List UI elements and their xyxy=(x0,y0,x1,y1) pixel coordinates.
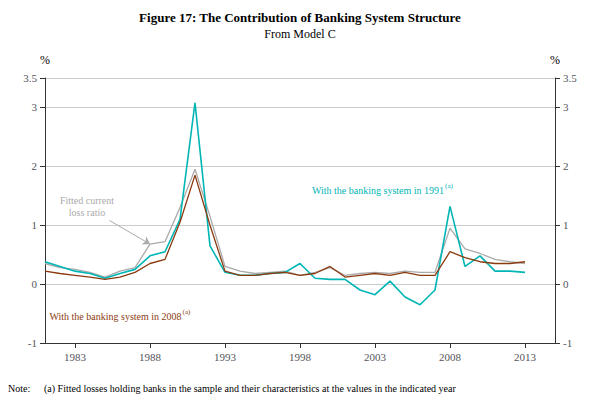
svg-text:(a): (a) xyxy=(183,308,191,316)
svg-text:3: 3 xyxy=(32,101,38,113)
svg-text:-1: -1 xyxy=(28,337,37,349)
svg-text:1998: 1998 xyxy=(289,351,312,363)
svg-text:%: % xyxy=(550,53,560,67)
svg-text:%: % xyxy=(40,53,50,67)
svg-text:With the banking system in 200: With the banking system in 2008 xyxy=(50,311,182,322)
svg-text:2: 2 xyxy=(32,160,38,172)
svg-text:2013: 2013 xyxy=(514,351,537,363)
svg-text:With the banking system in 199: With the banking system in 1991 xyxy=(312,185,444,196)
svg-text:2003: 2003 xyxy=(364,351,387,363)
svg-text:3.5: 3.5 xyxy=(563,72,577,84)
svg-text:From Model C: From Model C xyxy=(264,27,335,41)
svg-text:2: 2 xyxy=(563,160,569,172)
svg-text:-1: -1 xyxy=(563,337,572,349)
svg-text:1: 1 xyxy=(32,219,38,231)
svg-text:Figure 17: The Contribution of: Figure 17: The Contribution of Banking S… xyxy=(139,10,461,25)
svg-text:1988: 1988 xyxy=(139,351,162,363)
svg-text:Note:: Note: xyxy=(8,383,30,394)
svg-text:(a): (a) xyxy=(445,182,453,190)
svg-text:2008: 2008 xyxy=(439,351,462,363)
svg-text:3.5: 3.5 xyxy=(23,72,37,84)
svg-text:1993: 1993 xyxy=(214,351,237,363)
svg-text:3: 3 xyxy=(563,101,569,113)
svg-text:Fitted current: Fitted current xyxy=(60,195,114,206)
svg-text:loss ratio: loss ratio xyxy=(69,207,105,218)
svg-text:1983: 1983 xyxy=(64,351,87,363)
svg-text:(a) Fitted losses holding bank: (a) Fitted losses holding banks in the s… xyxy=(44,383,456,395)
svg-text:0: 0 xyxy=(32,278,38,290)
svg-text:1: 1 xyxy=(563,219,569,231)
svg-text:0: 0 xyxy=(563,278,569,290)
